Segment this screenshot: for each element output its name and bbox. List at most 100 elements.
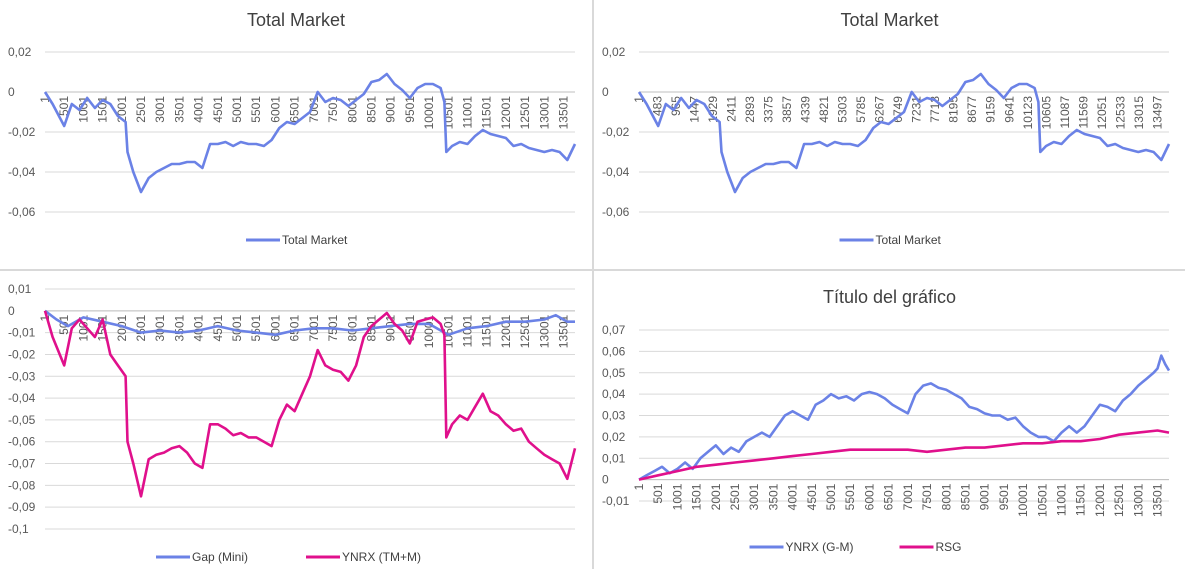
x-tick-label: 8001 (939, 483, 953, 510)
y-tick-label: 0 (602, 85, 609, 99)
y-tick-label: -0,1 (8, 522, 29, 536)
x-tick-label: 6501 (288, 314, 302, 341)
x-tick-label: 12501 (518, 96, 532, 130)
x-tick-label: 2501 (134, 314, 148, 341)
x-tick-label: 1 (632, 96, 646, 103)
x-tick-label: 3501 (766, 483, 780, 510)
x-tick-label: 4001 (192, 96, 206, 123)
x-tick-label: 8501 (364, 96, 378, 123)
y-tick-label: -0,02 (8, 125, 36, 139)
x-tick-label: 12001 (1093, 483, 1107, 517)
y-tick-label: 0,04 (602, 387, 626, 401)
series-line-total-market (43, 72, 577, 194)
x-tick-label: 11501 (1074, 483, 1088, 516)
x-tick-label: 8195 (947, 96, 961, 123)
x-tick-label: 2001 (709, 483, 723, 510)
chart-title: Título del gráfico (823, 287, 956, 307)
x-tick-label: 5501 (249, 314, 263, 341)
x-tick-label: 5001 (824, 483, 838, 510)
x-tick-label: 12501 (518, 314, 532, 348)
x-tick-label: 12001 (499, 96, 513, 130)
y-tick-label: 0,02 (602, 45, 626, 59)
x-tick-label: 2411 (725, 96, 739, 122)
y-tick-label: -0,02 (8, 347, 36, 361)
x-tick-label: 7001 (901, 483, 915, 510)
series-line-ynrx-tm-m (43, 310, 577, 498)
chart-gap-ynrx: 0,01 0 -0,01 -0,02 -0,03 -0,04 -0,05 -0,06 -0,07… (8, 282, 577, 564)
x-tick-label: 7501 (920, 483, 934, 510)
y-tick-label: 0,01 (602, 451, 626, 465)
x-tick-label: 6749 (891, 96, 905, 123)
legend-label: Total Market (876, 233, 942, 247)
y-tick-label: -0,06 (602, 205, 630, 219)
x-tick-label: 1 (632, 483, 646, 490)
y-tick-label: -0,04 (602, 165, 630, 179)
y-tick-label: 0 (602, 473, 609, 487)
x-tick-label: 1 (38, 96, 52, 103)
x-tick-label: 5303 (836, 96, 850, 123)
x-tick-label: 9501 (997, 483, 1011, 510)
y-tick-label: -0,04 (8, 391, 36, 405)
series-line-ynrx-g-m (638, 354, 1171, 481)
x-tick-label: 4001 (192, 314, 206, 341)
x-tick-label: 483 (651, 96, 665, 116)
x-tick-label: 3857 (780, 96, 794, 123)
legend-label: Gap (Mini) (192, 550, 248, 564)
x-tick-label: 10001 (422, 96, 436, 130)
x-tick-label: 11501 (480, 96, 494, 129)
x-tick-label: 11001 (460, 314, 474, 347)
y-tick-label: -0,01 (8, 326, 36, 340)
x-tick-label: 13001 (537, 96, 551, 130)
x-tick-label: 7001 (307, 96, 321, 123)
x-tick-label: 1001 (76, 96, 90, 123)
x-tick-label: 11001 (1054, 483, 1068, 516)
x-tick-label: 4339 (799, 96, 813, 123)
x-tick-label: 10123 (1021, 96, 1035, 130)
x-tick-label: 10001 (1016, 483, 1030, 517)
x-tick-label: 9501 (403, 96, 417, 123)
legend-label: Total Market (282, 233, 348, 247)
x-tick-label: 7501 (326, 96, 340, 123)
series-line-rsg (638, 429, 1170, 481)
x-tick-label: 2501 (134, 96, 148, 123)
x-tick-label: 10605 (1039, 96, 1053, 130)
x-tick-label: 6001 (862, 483, 876, 510)
x-tick-label: 3001 (153, 96, 167, 123)
y-tick-label: -0,06 (8, 205, 36, 219)
y-tick-label: 0,06 (602, 344, 626, 358)
chart-total-market-left: Total Market 0,02 0 -0,02 -0,04 -0,06 1 501 1001… (8, 10, 577, 247)
x-tick-label: 12533 (1113, 96, 1127, 130)
x-tick-label: 11001 (460, 96, 474, 129)
x-tick-label: 8501 (958, 483, 972, 510)
x-tick-label: 3501 (172, 96, 186, 123)
panel-divider-horizontal (0, 269, 1185, 271)
y-tick-label: 0,05 (602, 366, 626, 380)
x-tick-label: 8677 (965, 96, 979, 123)
x-tick-label: 6001 (268, 314, 282, 341)
x-tick-label: 1001 (670, 483, 684, 510)
x-tick-label: 4001 (786, 483, 800, 510)
y-tick-label: 0,02 (602, 430, 626, 444)
x-tick-label: 5501 (249, 96, 263, 123)
x-tick-label: 5785 (854, 96, 868, 123)
x-tick-label: 11087 (1058, 96, 1072, 129)
x-tick-label: 1 (38, 315, 52, 322)
x-tick-label: 5501 (843, 483, 857, 510)
x-tick-label: 2893 (743, 96, 757, 123)
y-tick-label: 0 (8, 85, 15, 99)
x-tick-label: 12501 (1112, 483, 1126, 517)
x-tick-label: 6267 (873, 96, 887, 123)
x-tick-label: 8001 (345, 96, 359, 123)
y-tick-label: -0,04 (8, 165, 36, 179)
x-tick-label: 10501 (1035, 483, 1049, 517)
chart-ynrx-rsg: Título del gráfico 0,07 0,06 0,05 0,04 0,03 0,… (602, 287, 1171, 554)
x-tick-label: 12051 (1095, 96, 1109, 130)
x-tick-label: 3501 (172, 314, 186, 341)
chart-title: Total Market (247, 10, 345, 30)
chart-panel-top-right: Total Market 0,02 0 -0,02 -0,04 -0,06 1 483 965 1… (594, 0, 1185, 269)
y-tick-label: -0,01 (602, 494, 630, 508)
x-tick-label: 3001 (153, 314, 167, 341)
x-tick-label: 6501 (288, 96, 302, 123)
chart-panel-bottom-left: 0,01 0 -0,01 -0,02 -0,03 -0,04 -0,05 -0,06 -0,07… (0, 271, 592, 569)
